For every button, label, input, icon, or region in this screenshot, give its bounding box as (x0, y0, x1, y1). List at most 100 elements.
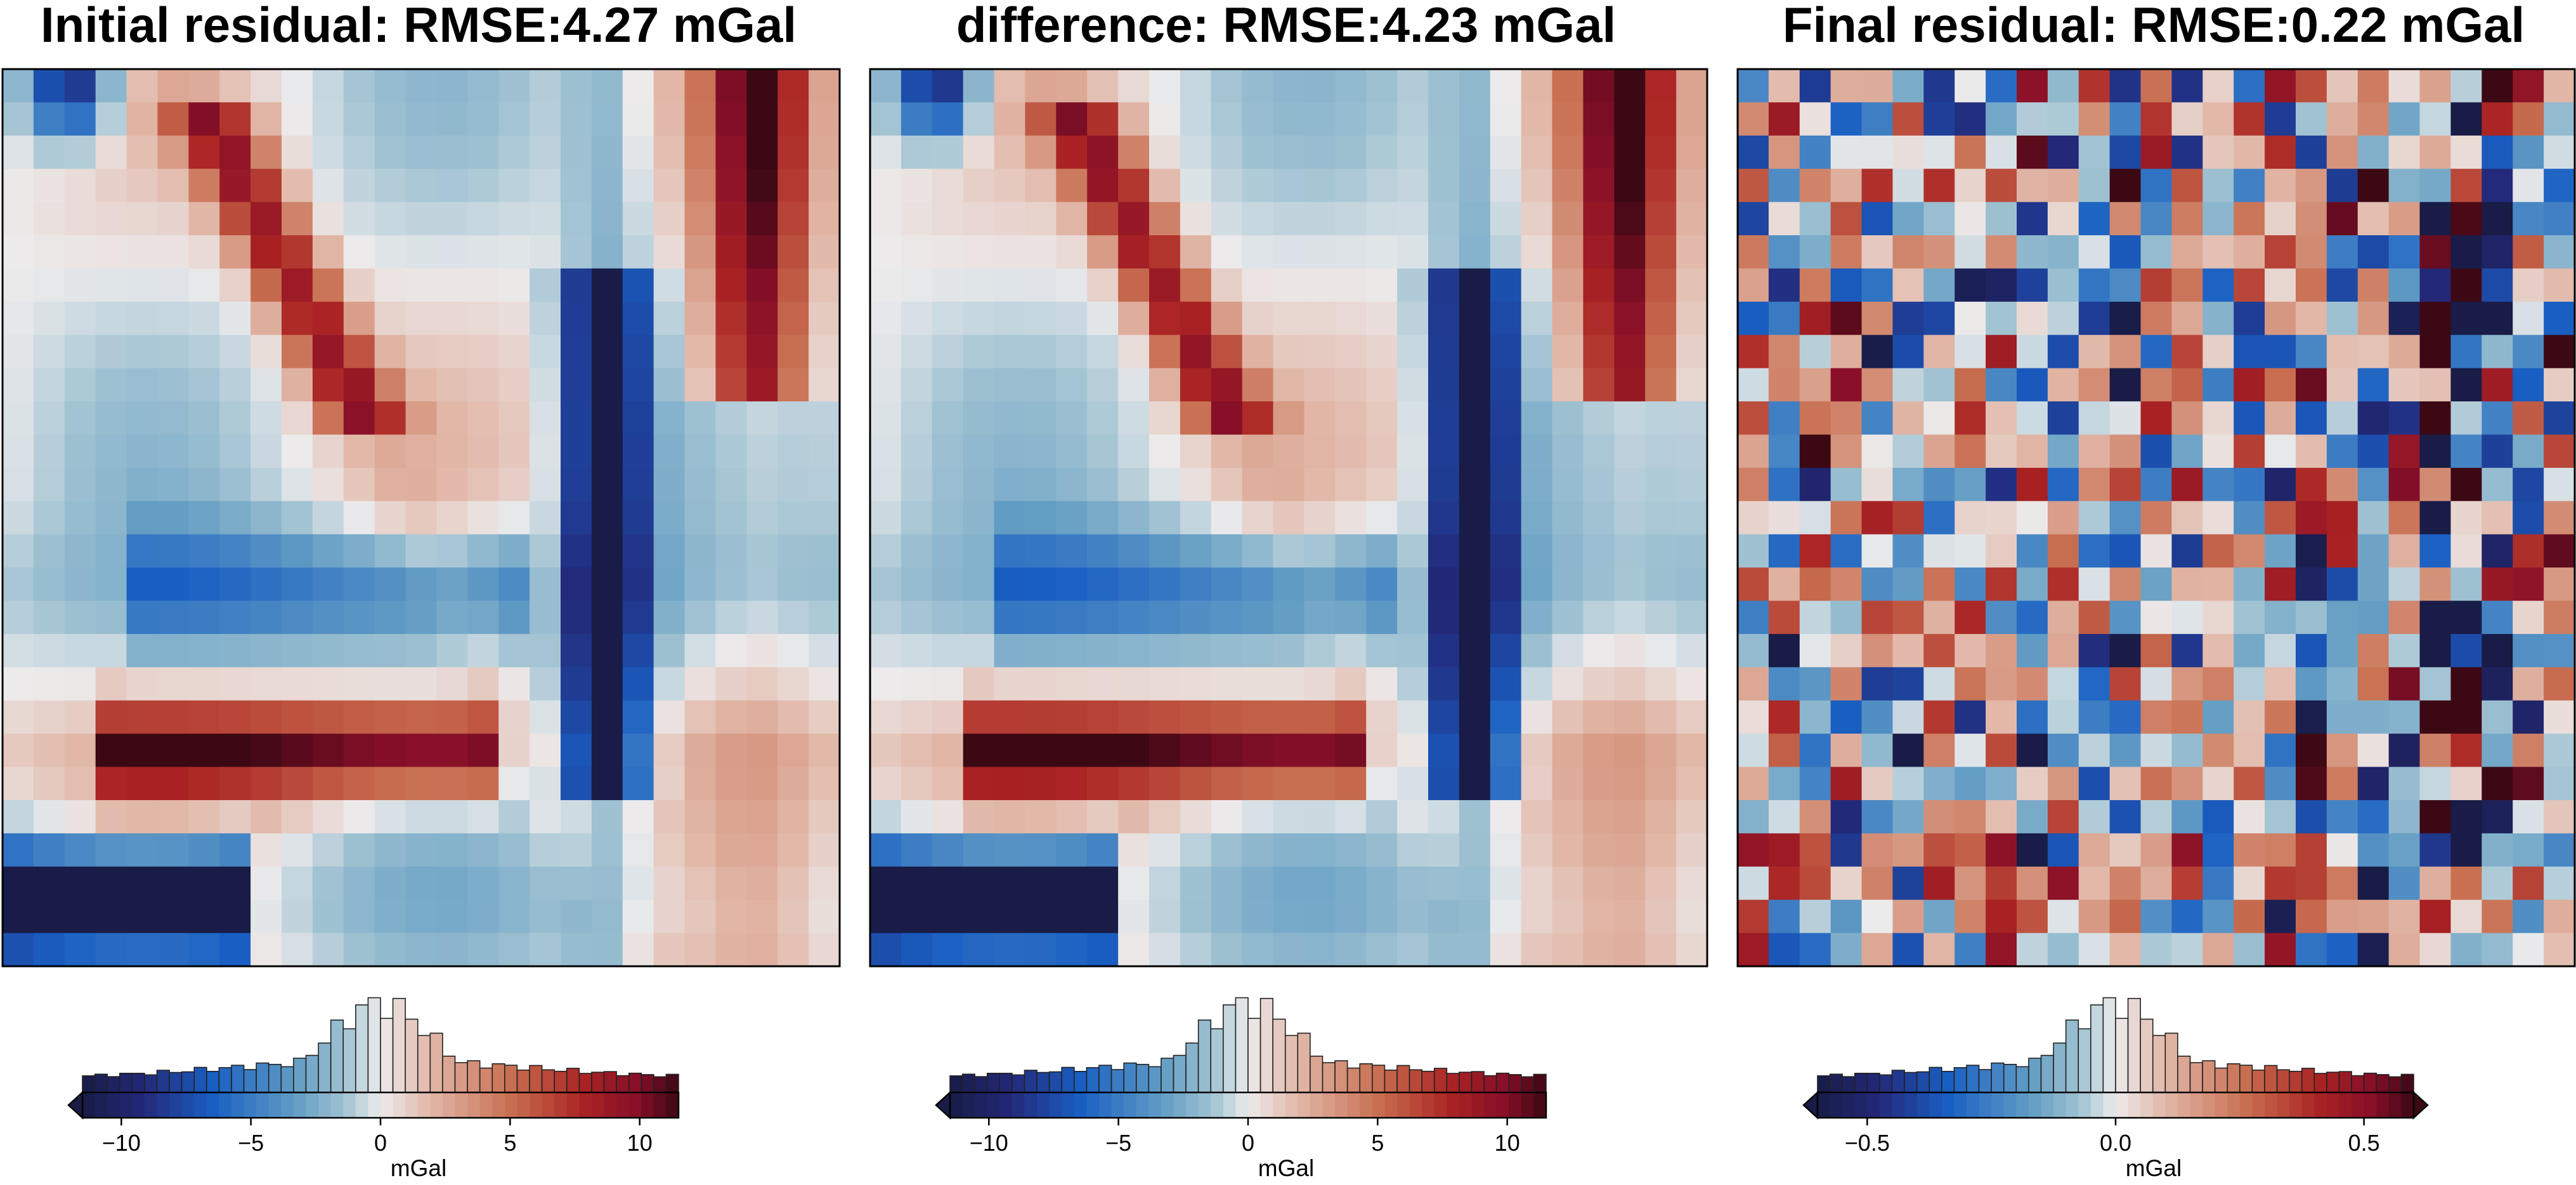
heatmap-cell (1118, 734, 1150, 768)
heatmap-cell (653, 135, 686, 169)
heatmap-cell (1614, 467, 1646, 502)
heatmap-cell (684, 368, 717, 402)
heatmap-cell (33, 69, 65, 103)
colorbar-segment (566, 1092, 580, 1118)
histogram-bar (144, 1074, 158, 1093)
heatmap-cell (126, 833, 159, 867)
heatmap-cell (932, 700, 964, 734)
heatmap-cell (901, 700, 933, 734)
heatmap-cell (2513, 69, 2544, 103)
heatmap-cell (157, 202, 189, 236)
heatmap-cell (1955, 501, 1986, 535)
heatmap-cell (963, 800, 995, 834)
colorbar-segment (1322, 1092, 1336, 1118)
heatmap-cell (1830, 401, 1863, 436)
histogram-bar (193, 1066, 207, 1093)
heatmap-cell (1242, 69, 1274, 103)
heatmap-cell (126, 667, 159, 701)
heatmap-cell (33, 102, 65, 136)
heatmap-cell (1861, 135, 1894, 169)
heatmap-cell (33, 800, 65, 834)
heatmap-cell (2482, 767, 2513, 801)
heatmap-cell (2544, 434, 2575, 469)
heatmap-cell (684, 69, 717, 103)
heatmap-cell (312, 667, 344, 701)
colorbar-segment (1397, 1092, 1410, 1118)
heatmap-cell (1738, 135, 1769, 169)
colorbar-segment (1533, 1092, 1547, 1118)
heatmap-cell (2326, 301, 2358, 335)
heatmap-cell (1583, 135, 1615, 169)
heatmap-cell (126, 202, 159, 236)
heatmap-cell (1149, 767, 1181, 801)
heatmap-cell (1799, 933, 1831, 967)
heatmap-cell (1397, 600, 1429, 635)
heatmap-cell (2296, 368, 2327, 402)
heatmap-cell (653, 667, 686, 701)
heatmap-cell (1923, 467, 1955, 502)
heatmap-cell (1583, 767, 1615, 801)
colorbar-segment (2152, 1092, 2166, 1118)
heatmap-cell (2482, 102, 2513, 136)
heatmap-cell (282, 734, 313, 768)
heatmap-cell (1955, 900, 1986, 934)
heatmap-cell (1552, 69, 1584, 103)
heatmap-cell (809, 301, 840, 335)
heatmap-cell (1428, 301, 1460, 335)
heatmap-cell (2513, 368, 2544, 402)
heatmap-cell (1861, 368, 1894, 402)
heatmap-cell (1118, 866, 1150, 900)
heatmap-cell (746, 368, 778, 402)
heatmap-cell (95, 467, 127, 502)
heatmap-cell (2109, 467, 2142, 502)
heatmap-cell (901, 401, 933, 436)
heatmap-cell (1799, 368, 1831, 402)
heatmap-cell (95, 633, 127, 668)
heatmap-cell (3, 600, 34, 635)
colorbar-segment (1867, 1092, 1880, 1118)
heatmap-cell (963, 933, 995, 967)
heatmap-cell (1025, 301, 1057, 335)
heatmap-cell (1211, 268, 1243, 302)
heatmap-cell (1180, 235, 1212, 269)
heatmap-cell (1923, 734, 1955, 768)
heatmap-cell (1923, 434, 1955, 469)
heatmap-cell (901, 135, 933, 169)
heatmap-cell (2017, 235, 2048, 269)
heatmap-cell (994, 268, 1026, 302)
heatmap-cell (1861, 169, 1894, 203)
heatmap-cell (2513, 767, 2544, 801)
heatmap-cell (1955, 368, 1986, 402)
heatmap-cell (1118, 933, 1150, 967)
heatmap-cell (1149, 467, 1181, 502)
heatmap-cell (2419, 600, 2452, 635)
heatmap-cell (188, 633, 220, 668)
heatmap-cell (250, 202, 282, 236)
heatmap-cell (591, 501, 623, 535)
heatmap-cell (1738, 202, 1769, 236)
heatmap-cell (1676, 268, 1708, 302)
heatmap-cell (2544, 900, 2575, 934)
histogram-bar (961, 1073, 975, 1093)
heatmap-cell (2234, 69, 2265, 103)
heatmap-cell (591, 633, 623, 668)
panel-title: difference: RMSE:4.23 mGal (956, 0, 1617, 53)
heatmap-cell (1768, 135, 1800, 169)
heatmap-cell (2202, 467, 2234, 502)
heatmap-cell (2265, 501, 2296, 535)
heatmap-cell (1645, 933, 1677, 967)
heatmap-cell (622, 700, 654, 734)
heatmap-cell (746, 734, 778, 768)
heatmap-cell (1799, 401, 1831, 436)
heatmap-cell (1614, 933, 1646, 967)
heatmap-cell (1614, 600, 1646, 635)
heatmap-cell (1830, 800, 1863, 834)
heatmap-cell (405, 900, 438, 934)
heatmap-cell (1738, 700, 1769, 734)
heatmap-cell (1335, 700, 1367, 734)
heatmap-cell (1428, 633, 1460, 668)
heatmap-cell (809, 633, 840, 668)
histogram-bar (1891, 1070, 1905, 1093)
heatmap-cell (436, 866, 468, 900)
heatmap-cell (1304, 900, 1336, 934)
